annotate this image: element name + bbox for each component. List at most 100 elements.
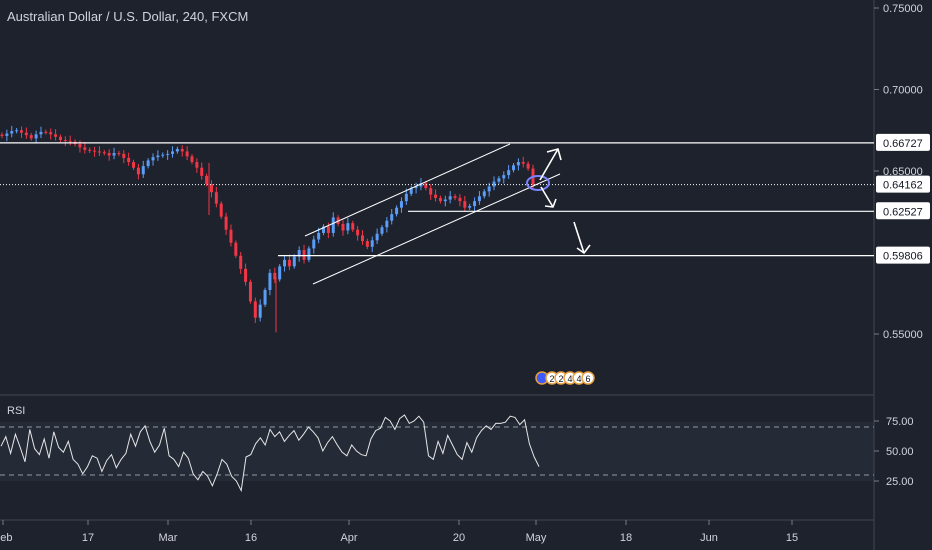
rsi-tick-label: 25.00 xyxy=(886,476,914,488)
arrow-head xyxy=(544,198,557,208)
candle xyxy=(356,225,360,241)
price-tick-label: 0.55000 xyxy=(883,329,923,341)
candle-body xyxy=(83,147,87,150)
candle xyxy=(380,224,384,237)
candle-body xyxy=(473,201,477,207)
candle-body xyxy=(253,301,257,318)
candle-body xyxy=(78,144,82,148)
candle-body xyxy=(195,162,199,168)
candle-body xyxy=(44,131,48,133)
candle-body xyxy=(24,132,28,136)
candle xyxy=(180,145,184,157)
candle xyxy=(63,136,67,147)
candle-body xyxy=(146,160,150,167)
candle-body xyxy=(268,272,272,290)
arrow-annotation[interactable] xyxy=(540,186,557,208)
candle-body xyxy=(127,157,131,163)
candle-body xyxy=(424,183,428,189)
time-tick-label: May xyxy=(526,532,547,544)
event-marker-label: 4 xyxy=(576,374,581,384)
candle-body xyxy=(463,201,467,208)
price-tick-label: 0.75000 xyxy=(883,3,923,15)
candle-body xyxy=(239,255,243,269)
candle xyxy=(239,252,243,275)
rsi-band xyxy=(0,422,874,481)
candle xyxy=(302,244,306,264)
candle xyxy=(385,216,389,233)
candle-body xyxy=(278,266,282,280)
arrow-annotation[interactable] xyxy=(539,148,562,181)
candle xyxy=(404,188,408,205)
candle xyxy=(253,297,257,323)
candle xyxy=(127,152,131,166)
time-tick-label: 18 xyxy=(620,532,632,544)
candle-body xyxy=(512,165,516,171)
candle-body xyxy=(19,130,23,133)
candle-body xyxy=(477,196,481,202)
candle xyxy=(107,149,111,161)
rsi-tick-label: 50.00 xyxy=(886,446,914,458)
level-label-text: 0.62527 xyxy=(883,206,923,218)
candle xyxy=(0,132,4,139)
candle-body xyxy=(429,188,433,195)
arrow-head xyxy=(576,244,591,254)
candle-body xyxy=(248,281,252,302)
candle-body xyxy=(458,197,462,202)
candle-body xyxy=(185,151,189,157)
level-label-box xyxy=(876,133,930,151)
candle xyxy=(312,235,316,254)
candle-body xyxy=(507,170,511,176)
candle xyxy=(219,201,223,219)
candle xyxy=(399,197,403,213)
candle-body xyxy=(171,151,175,154)
candle xyxy=(429,184,433,200)
event-marker-label: 4 xyxy=(567,374,572,384)
price-tick-label: 0.70000 xyxy=(883,85,923,97)
candle-body xyxy=(526,163,530,169)
candle xyxy=(409,185,413,197)
candle-body xyxy=(219,203,223,217)
channel-upper-line[interactable] xyxy=(304,143,511,237)
candle xyxy=(502,171,506,184)
arrow-annotation[interactable] xyxy=(573,221,591,254)
channel-lower-line[interactable] xyxy=(312,173,561,285)
candle xyxy=(307,246,311,263)
rsi-label: RSI xyxy=(7,405,26,417)
candle xyxy=(360,230,364,245)
candle xyxy=(112,147,116,160)
level-label-box xyxy=(876,202,930,220)
candle-body xyxy=(360,235,364,242)
candle-body xyxy=(29,135,33,139)
candle xyxy=(297,246,301,262)
candle xyxy=(521,156,525,168)
candle-body xyxy=(156,155,160,158)
candle-body xyxy=(263,289,267,305)
chart-title: Australian Dollar / U.S. Dollar, 240, FX… xyxy=(7,9,249,24)
time-tick-label: Mar xyxy=(159,532,178,544)
level-label-box xyxy=(876,246,930,264)
candle xyxy=(448,191,452,204)
time-tick-label: 15 xyxy=(786,532,798,544)
candle-body xyxy=(258,304,262,318)
candle xyxy=(283,256,287,272)
candle-body xyxy=(209,184,213,193)
event-marker-label: 2 xyxy=(549,374,554,384)
candle xyxy=(414,182,418,194)
candle-body xyxy=(54,134,58,137)
candle-body xyxy=(63,140,67,142)
candle-body xyxy=(448,196,452,200)
candle-body xyxy=(93,150,97,152)
candle xyxy=(424,180,428,191)
candle-body xyxy=(438,197,442,202)
event-marker[interactable] xyxy=(581,371,595,385)
candle-body xyxy=(10,131,14,134)
candle-body xyxy=(102,152,106,154)
candle-body xyxy=(132,162,136,168)
candle-body xyxy=(385,220,389,228)
candle xyxy=(151,153,155,166)
candle-body xyxy=(356,229,360,236)
candle xyxy=(49,128,53,140)
candle-body xyxy=(409,188,413,194)
